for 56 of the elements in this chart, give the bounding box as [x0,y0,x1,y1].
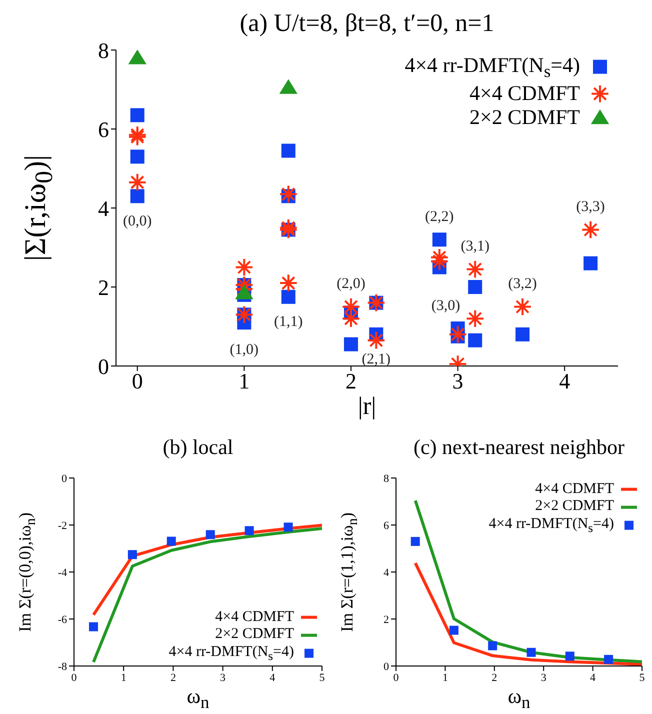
annotation: (3,3) [576,199,605,216]
x-tick-label: 1 [238,368,250,394]
y-tick-label: 6 [98,116,109,142]
annotation: (3,2) [508,276,537,292]
x-axis-title: ω$_{n}$ [506,684,532,712]
legend-label: 4×4 CDMFT [470,81,580,106]
x-tick-label: 4 [559,368,570,394]
chart-title: (c) next-nearest neighbor [412,435,626,460]
x-tick-label: 4 [590,672,596,684]
y-tick-label: 4 [384,566,390,579]
x-tick-label: 3 [220,672,226,684]
y-tick-label: -4 [58,566,68,579]
x-tick-label: 2 [492,672,498,684]
y-tick-label: 2 [384,614,389,626]
legend-label: 4×4 rr-DMFT(N$_{s}$=4) [488,516,614,535]
y-tick-label: -6 [58,614,68,626]
x-tick-label: 0 [132,368,143,394]
y-tick-label: 6 [384,520,390,532]
y-tick-label: 0 [62,472,68,485]
y-tick-label: -2 [58,520,67,532]
y-tick-label: 4 [98,196,109,221]
annotation: (2,1) [362,352,391,368]
x-axis-title: |r| [356,392,378,420]
x-tick-label: 5 [319,672,326,684]
x-tick-label: 4 [270,672,276,684]
annotation: (1,0) [230,342,259,358]
x-tick-label: 5 [639,672,646,684]
legend-label: 2×2 CDMFT [215,626,294,644]
x-tick-label: 0 [71,672,78,684]
x-tick-label: 3 [540,672,547,684]
y-tick-label: 8 [384,472,390,485]
annotation: (3,1) [460,238,490,255]
legend-label: 4×4 CDMFT [215,609,294,626]
x-tick-label: 1 [120,672,126,684]
legend-label: 4×4 rr-DMFT(N$_{s}$=4) [404,53,580,82]
annotation: (3,0) [431,298,460,314]
y-tick-label: 8 [98,38,109,63]
y-tick-label: 0 [384,660,390,673]
chart-title: (a) U/t=8, βt=8, t′=0, n=1 [238,10,496,38]
y-tick-label: -8 [58,660,68,673]
legend-label: 2×2 CDMFT [470,105,580,130]
x-tick-label: 2 [170,672,176,684]
annotation: (2,0) [336,276,366,292]
annotation: (0,0) [122,213,152,230]
y-tick-label: 2 [98,274,109,300]
x-tick-label: 2 [345,368,356,394]
x-tick-label: 0 [393,672,400,684]
legend-label: 2×2 CDMFT [535,498,614,516]
chart-title: (b) local [162,435,234,460]
annotation: (2,2) [425,208,454,225]
legend-label: 4×4 CDMFT [535,481,614,498]
x-tick-label: 3 [452,368,464,394]
x-tick-label: 1 [442,672,448,684]
annotation: (1,1) [274,314,303,330]
legend-label: 4×4 rr-DMFT(N$_{s}$=4) [168,644,294,663]
x-axis-title: ω$_{n}$ [186,684,210,712]
